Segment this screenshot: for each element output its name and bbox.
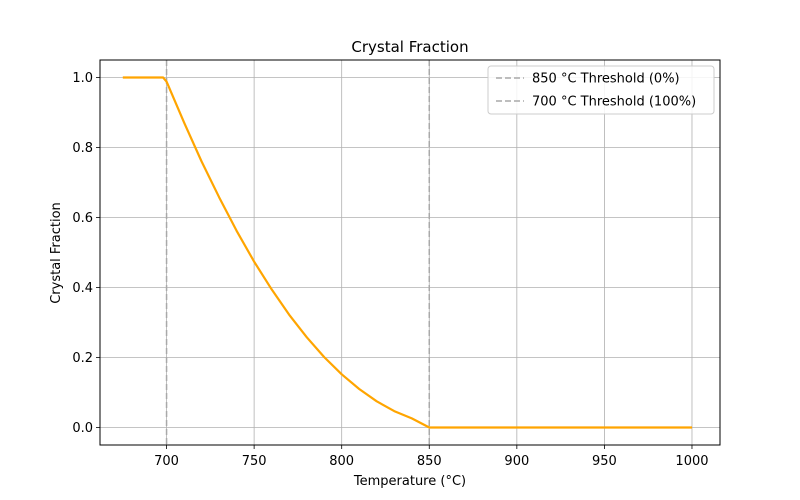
y-tick-label: 0.6: [72, 211, 93, 226]
x-tick-label: 800: [329, 454, 354, 469]
x-axis-ticks: 700 750 800 850 900 950 1000: [154, 445, 709, 469]
x-tick-label: 950: [592, 454, 617, 469]
x-tick-label: 900: [504, 454, 529, 469]
x-tick-label: 1000: [675, 454, 708, 469]
x-tick-label: 700: [154, 454, 179, 469]
legend: 850 °C Threshold (0%) 700 °C Threshold (1…: [487, 65, 715, 115]
threshold-lines: [165, 60, 431, 445]
y-axis-ticks: 0.0 0.2 0.4 0.6 0.8 1.0: [72, 71, 100, 436]
series-layer: [122, 76, 692, 429]
y-tick-label: 0.8: [72, 141, 93, 156]
y-axis-label: Crystal Fraction: [49, 202, 64, 304]
grid: [100, 60, 720, 445]
chart-title: Crystal Fraction: [351, 38, 468, 56]
y-tick-label: 0.4: [72, 281, 93, 296]
y-tick-label: 1.0: [72, 71, 93, 86]
legend-label: 700 °C Threshold (100%): [532, 95, 696, 110]
legend-box: [487, 65, 715, 115]
plot-frame: [99, 59, 721, 446]
series-line: [122, 76, 692, 429]
y-tick-label: 0.2: [72, 351, 93, 366]
legend-label: 850 °C Threshold (0%): [532, 72, 680, 87]
y-tick-label: 0.0: [72, 421, 93, 436]
x-tick-label: 850: [417, 454, 442, 469]
x-tick-label: 750: [242, 454, 267, 469]
x-axis-label: Temperature (°C): [353, 474, 466, 489]
